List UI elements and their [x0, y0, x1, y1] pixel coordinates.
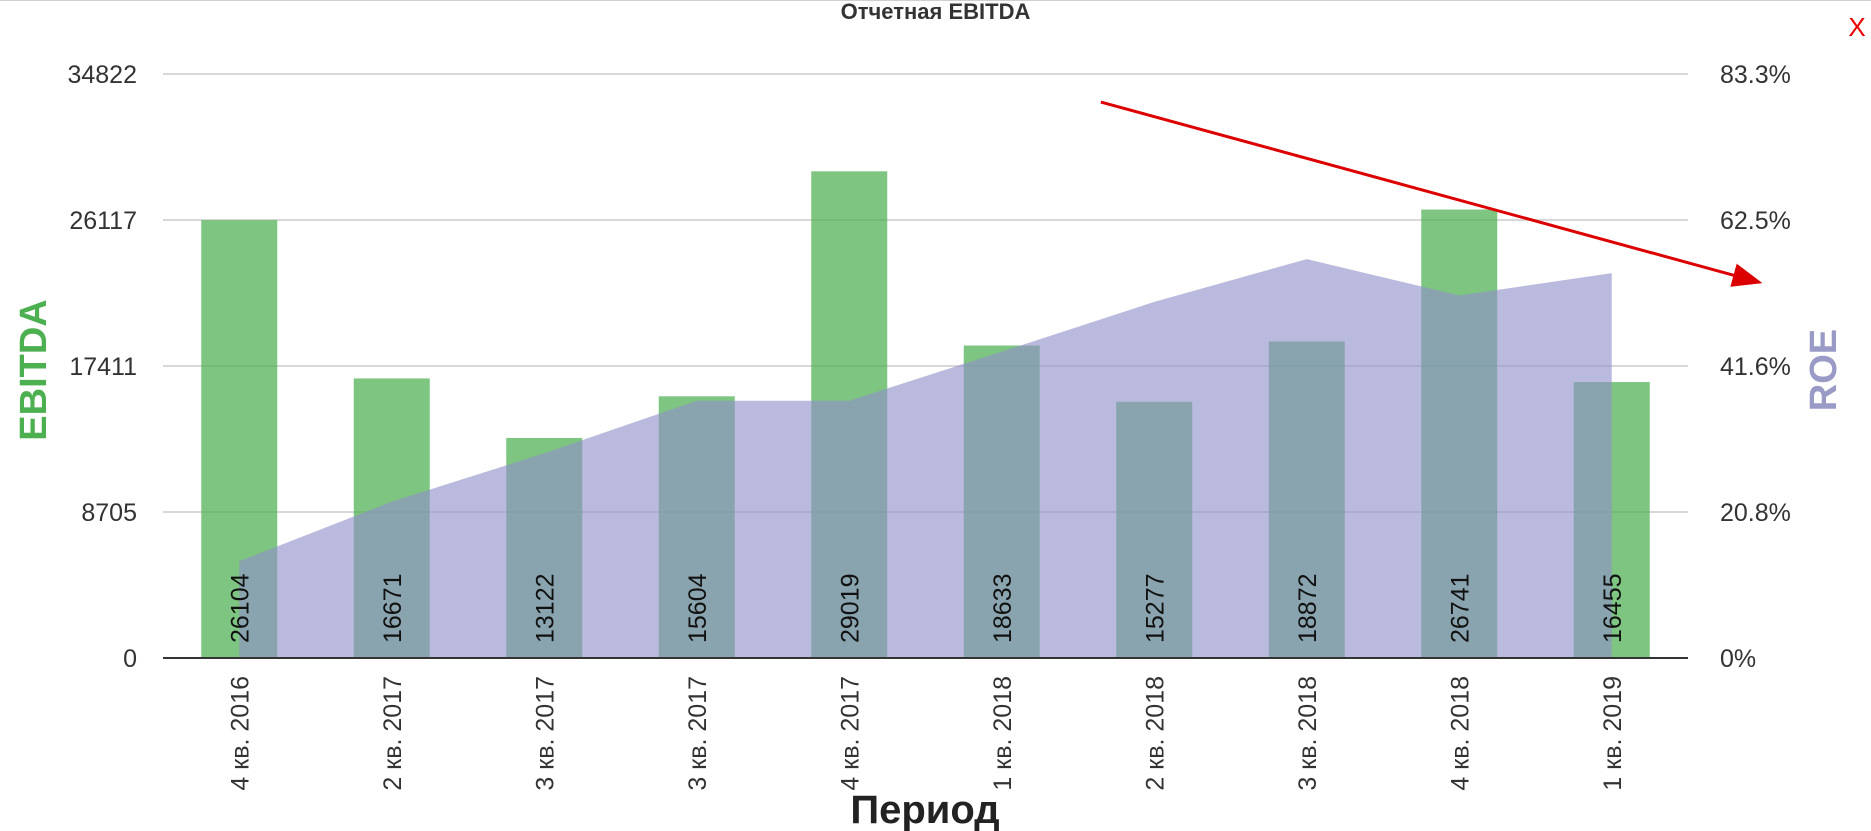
bar-value-label: 29019: [836, 573, 864, 643]
bar-value-label: 26741: [1446, 573, 1474, 643]
y2-tick-label: 20.8%: [1720, 499, 1791, 527]
bar-value-label: 26104: [226, 573, 254, 643]
x-tick-label: 1 кв. 2018: [989, 676, 1017, 791]
y2-axis-title: ROE: [1803, 329, 1845, 411]
y-tick-label: 0: [123, 645, 137, 673]
close-button[interactable]: X: [1848, 12, 1866, 42]
bar-value-label: 18872: [1294, 573, 1322, 643]
x-tick-label: 2 кв. 2017: [379, 676, 407, 791]
y2-tick-label: 0%: [1720, 645, 1756, 673]
y-tick-label: 17411: [69, 353, 137, 381]
axis-layer: 0 0% 8705 20.8% 17411 41.6% 26117 62.5% 34822 83.…: [13, 61, 1845, 831]
y-tick-label: 26117: [69, 207, 137, 235]
bar-value-label: 15277: [1141, 573, 1169, 643]
bar-value-label: 18633: [989, 573, 1017, 643]
bar-value-label: 15604: [684, 573, 712, 643]
bar-value-label: 13122: [531, 573, 559, 643]
chart-title: Отчетная EBITDA: [840, 0, 1031, 24]
roe-area: [239, 259, 1612, 658]
y2-tick-label: 41.6%: [1720, 353, 1791, 381]
bar-value-label: 16671: [379, 573, 407, 643]
y2-tick-label: 83.3%: [1720, 61, 1791, 89]
x-tick-label: 3 кв. 2017: [684, 676, 712, 791]
trend-arrow: [1100, 100, 1763, 287]
x-tick-label: 1 кв. 2019: [1599, 676, 1627, 791]
x-tick-label: 3 кв. 2017: [531, 676, 559, 791]
area-layer: [239, 259, 1612, 658]
y-axis-title: EBITDA: [13, 299, 55, 440]
x-tick-label: 4 кв. 2018: [1446, 676, 1474, 791]
bar-value-label: 16455: [1599, 573, 1627, 643]
x-tick-label: 3 кв. 2018: [1294, 676, 1322, 791]
labels-layer: 26104 16671 13122 15604 29019 18633 15277 18872…: [226, 573, 1627, 643]
y-tick-label: 34822: [67, 61, 137, 89]
annotation-layer: [1100, 100, 1763, 287]
x-tick-label: 2 кв. 2018: [1141, 676, 1169, 791]
x-tick-label: 4 кв. 2016: [226, 676, 254, 791]
x-tick-label: 4 кв. 2017: [836, 676, 864, 791]
top-rule: [0, 0, 1871, 1]
y-tick-label: 8705: [81, 499, 137, 527]
x-axis-title: Период: [850, 788, 999, 831]
y2-tick-label: 62.5%: [1720, 207, 1791, 235]
